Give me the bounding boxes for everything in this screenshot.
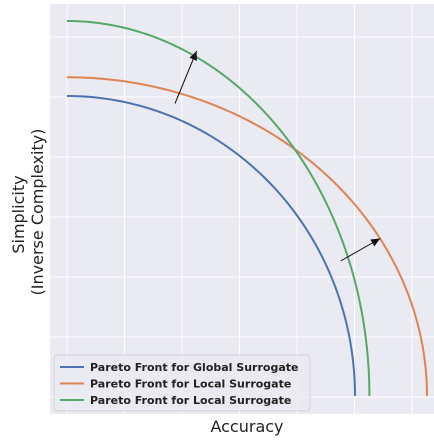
y-axis-label-line-1: Simplicity bbox=[9, 175, 28, 253]
legend-label: Pareto Front for Global Surrogate bbox=[90, 361, 298, 374]
legend-entry-3: Pareto Front for Local Surrogate bbox=[60, 394, 291, 407]
arrow-annotation-2 bbox=[340, 238, 381, 262]
legend-entry-1: Pareto Front for Global Surrogate bbox=[60, 361, 298, 374]
arrow-annotation-1 bbox=[174, 50, 198, 104]
series-layer bbox=[66, 20, 428, 397]
legend-entry-2: Pareto Front for Local Surrogate bbox=[60, 378, 291, 391]
legend: Pareto Front for Global Surrogate Pareto … bbox=[53, 354, 311, 412]
grid-lines bbox=[50, 4, 434, 414]
legend-label: Pareto Front for Local Surrogate bbox=[90, 378, 291, 391]
series-line-1 bbox=[66, 95, 356, 397]
y-axis-label-line-2: (Inverse Complexity) bbox=[28, 129, 47, 296]
legend-label: Pareto Front for Local Surrogate bbox=[90, 394, 291, 407]
x-axis-label: Accuracy bbox=[210, 417, 283, 436]
y-axis-label: Simplicity (Inverse Complexity) bbox=[9, 129, 47, 296]
legend-box bbox=[53, 354, 311, 412]
annotation-layer bbox=[174, 50, 381, 262]
plot-background bbox=[50, 4, 434, 414]
series-line-3 bbox=[66, 20, 371, 397]
series-line-2 bbox=[66, 76, 428, 397]
